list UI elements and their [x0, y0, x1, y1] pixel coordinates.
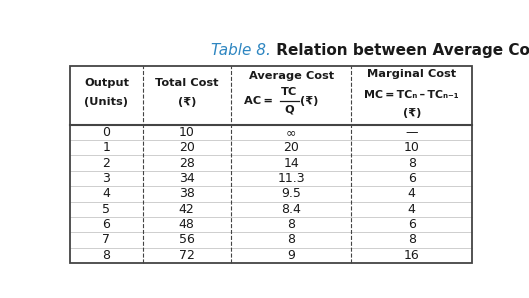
- Text: AC =: AC =: [244, 96, 273, 106]
- Text: 0: 0: [103, 126, 111, 139]
- Text: 8: 8: [408, 233, 416, 246]
- Text: 6: 6: [408, 218, 416, 231]
- Text: 72: 72: [179, 249, 195, 262]
- Text: 4: 4: [408, 187, 416, 200]
- Bar: [70, 66, 472, 263]
- Text: (₹): (₹): [300, 96, 318, 106]
- Text: MC = TCₙ – TCₙ₋₁: MC = TCₙ – TCₙ₋₁: [364, 90, 459, 100]
- Text: 8: 8: [103, 249, 111, 262]
- Text: 9.5: 9.5: [281, 187, 301, 200]
- Text: 11.3: 11.3: [277, 172, 305, 185]
- Text: 2: 2: [103, 157, 111, 170]
- Text: 42: 42: [179, 203, 195, 216]
- Text: Q: Q: [284, 105, 294, 115]
- Text: 4: 4: [103, 187, 111, 200]
- Text: 9: 9: [287, 249, 295, 262]
- Text: 56: 56: [179, 233, 195, 246]
- Text: 7: 7: [103, 233, 111, 246]
- Text: 28: 28: [179, 157, 195, 170]
- Text: 8.4: 8.4: [281, 203, 301, 216]
- Text: 4: 4: [408, 203, 416, 216]
- Text: 3: 3: [103, 172, 111, 185]
- Text: 20: 20: [283, 141, 299, 154]
- Text: 38: 38: [179, 187, 195, 200]
- Text: 5: 5: [103, 203, 111, 216]
- Text: 48: 48: [179, 218, 195, 231]
- Text: TC: TC: [281, 87, 297, 97]
- Text: Total Cost: Total Cost: [155, 78, 218, 88]
- Text: 8: 8: [287, 218, 295, 231]
- Text: 10: 10: [404, 141, 419, 154]
- Text: Relation between Average Cost and Marginal Cost: Relation between Average Cost and Margin…: [271, 43, 529, 58]
- Text: 34: 34: [179, 172, 195, 185]
- Text: Marginal Cost: Marginal Cost: [367, 69, 457, 80]
- Text: —: —: [406, 126, 418, 139]
- Text: 8: 8: [408, 157, 416, 170]
- Text: ∞: ∞: [286, 126, 296, 139]
- Text: 6: 6: [408, 172, 416, 185]
- Text: 6: 6: [103, 218, 111, 231]
- Text: (Units): (Units): [85, 97, 129, 107]
- Text: 20: 20: [179, 141, 195, 154]
- Text: 1: 1: [103, 141, 111, 154]
- Text: Table 8.: Table 8.: [211, 43, 271, 58]
- Text: 16: 16: [404, 249, 419, 262]
- Text: (₹): (₹): [403, 108, 421, 118]
- Text: 14: 14: [284, 157, 299, 170]
- Text: Average Cost: Average Cost: [249, 71, 334, 81]
- Text: 10: 10: [179, 126, 195, 139]
- Text: (₹): (₹): [178, 97, 196, 107]
- Text: Output: Output: [84, 78, 129, 88]
- Text: 8: 8: [287, 233, 295, 246]
